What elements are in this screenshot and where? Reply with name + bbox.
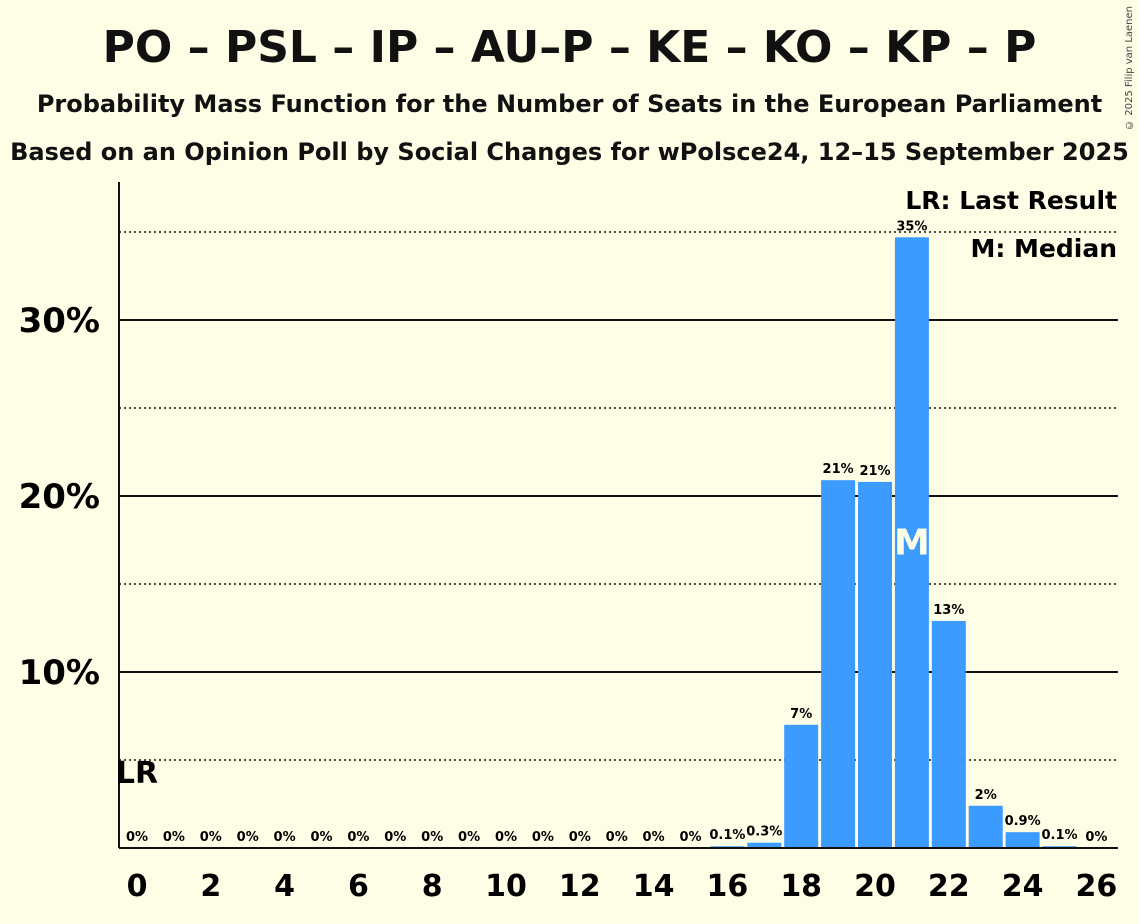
markers: LR M bbox=[116, 523, 930, 791]
bar-label-seat-20: 21% bbox=[859, 464, 890, 479]
x-tick-24: 24 bbox=[1002, 869, 1044, 904]
bar-label-seat-5: 0% bbox=[310, 830, 332, 845]
y-tick-10: 10% bbox=[19, 653, 100, 693]
bar-label-seat-24: 0.9% bbox=[1005, 814, 1041, 829]
x-tick-12: 12 bbox=[559, 869, 601, 904]
bar-label-seat-10: 0% bbox=[495, 830, 517, 845]
bar-label-seat-4: 0% bbox=[274, 830, 296, 845]
bar-seat-19 bbox=[821, 480, 856, 848]
median-marker: M bbox=[894, 523, 930, 564]
bar-label-seat-22: 13% bbox=[933, 603, 964, 618]
bar-label-seat-8: 0% bbox=[421, 830, 443, 845]
bar-seat-22 bbox=[931, 620, 966, 848]
x-tick-8: 8 bbox=[422, 869, 443, 904]
bar-seat-18 bbox=[784, 724, 819, 848]
x-tick-2: 2 bbox=[200, 869, 221, 904]
x-tick-0: 0 bbox=[127, 869, 148, 904]
y-tick-30: 30% bbox=[19, 301, 100, 341]
legend-median: M: Median bbox=[970, 234, 1117, 263]
bar-label-seat-26: 0% bbox=[1085, 830, 1107, 845]
bar-label-seat-11: 0% bbox=[532, 830, 554, 845]
bar-label-seat-23: 2% bbox=[975, 788, 997, 803]
bars bbox=[710, 237, 1077, 848]
x-tick-22: 22 bbox=[928, 869, 970, 904]
bar-label-seat-7: 0% bbox=[384, 830, 406, 845]
x-tick-10: 10 bbox=[485, 869, 527, 904]
bar-label-seat-3: 0% bbox=[237, 830, 259, 845]
bar-seat-23 bbox=[968, 805, 1003, 848]
x-tick-labels: 0 2 4 6 8 10 12 14 16 18 20 22 24 26 bbox=[127, 869, 1118, 904]
x-tick-26: 26 bbox=[1076, 869, 1118, 904]
axes bbox=[118, 182, 1118, 849]
bar-seat-21 bbox=[894, 237, 929, 848]
bar-label-seat-15: 0% bbox=[679, 830, 701, 845]
bar-label-seat-0: 0% bbox=[126, 830, 148, 845]
bar-label-seat-16: 0.1% bbox=[709, 828, 745, 843]
bar-label-seat-12: 0% bbox=[569, 830, 591, 845]
bar-label-seat-25: 0.1% bbox=[1041, 828, 1077, 843]
chart-source-line: Based on an Opinion Poll by Social Chang… bbox=[10, 138, 1129, 166]
bar-label-seat-14: 0% bbox=[643, 830, 665, 845]
bar-labels: 0% 0% 0% 0% 0% 0% 0% 0% 0% 0% 0% 0% 0% 0% 0% 0% 0.1% 0.3%… bbox=[126, 219, 1107, 845]
bar-label-seat-9: 0% bbox=[458, 830, 480, 845]
bar-label-seat-1: 0% bbox=[163, 830, 185, 845]
bar-label-seat-13: 0% bbox=[606, 830, 628, 845]
bar-label-seat-21: 35% bbox=[896, 219, 927, 234]
bar-seat-17 bbox=[747, 842, 782, 848]
x-tick-20: 20 bbox=[854, 869, 896, 904]
x-tick-4: 4 bbox=[274, 869, 295, 904]
y-tick-labels: 10% 20% 30% bbox=[19, 301, 100, 693]
y-tick-20: 20% bbox=[19, 477, 100, 517]
gridlines bbox=[119, 231, 1118, 761]
bar-seat-24 bbox=[1005, 832, 1040, 848]
x-tick-18: 18 bbox=[780, 869, 822, 904]
bar-seat-20 bbox=[858, 481, 892, 848]
x-tick-6: 6 bbox=[348, 869, 369, 904]
last-result-marker: LR bbox=[116, 756, 158, 791]
chart-subtitle: Probability Mass Function for the Number… bbox=[36, 90, 1103, 118]
bar-label-seat-2: 0% bbox=[200, 830, 222, 845]
bar-label-seat-17: 0.3% bbox=[746, 825, 782, 840]
bar-label-seat-19: 21% bbox=[823, 462, 854, 477]
x-tick-14: 14 bbox=[633, 869, 675, 904]
bar-label-seat-18: 7% bbox=[790, 707, 812, 722]
legend-last-result: LR: Last Result bbox=[905, 186, 1117, 215]
chart-title: PO – PSL – IP – AU–P – KE – KO – KP – P bbox=[102, 22, 1037, 73]
x-tick-16: 16 bbox=[707, 869, 749, 904]
bar-label-seat-6: 0% bbox=[347, 830, 369, 845]
